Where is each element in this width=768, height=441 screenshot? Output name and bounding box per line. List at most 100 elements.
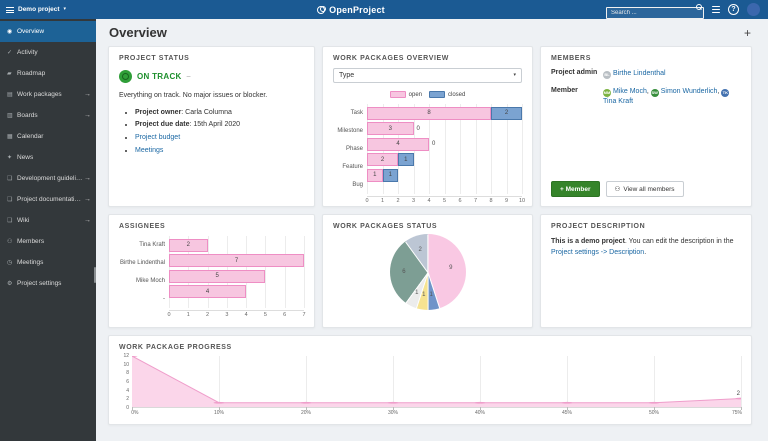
add-widget-button[interactable]: + xyxy=(743,25,751,40)
status-link[interactable]: Meetings xyxy=(135,146,164,154)
status-bullet: Project budget xyxy=(135,132,304,145)
description-title: PROJECT DESCRIPTION xyxy=(551,223,646,230)
legend-label: open xyxy=(408,91,422,98)
pie-value-label: 6 xyxy=(402,269,406,275)
member-names: MM Mike Moch, SW Simon Wunderlich, TKTina … xyxy=(603,87,730,105)
bullet-text: : 15th April 2020 xyxy=(189,121,241,129)
x-tick-label: 6 xyxy=(458,198,462,204)
x-tick-label: 5 xyxy=(442,198,447,204)
x-tick-label: 5 xyxy=(263,312,267,318)
sidebar-item-project-documentation[interactable]: ❏ Project documentati… → xyxy=(0,189,96,210)
bar-value-label: 8 xyxy=(427,110,431,116)
x-tick-label: 75% xyxy=(731,410,743,416)
submenu-arrow-icon[interactable]: → xyxy=(84,112,91,119)
submenu-arrow-icon[interactable]: → xyxy=(84,196,91,203)
description-suffix: . xyxy=(644,248,647,256)
y-tick-label: 10 xyxy=(123,361,129,368)
sidebar-item-members[interactable]: ⚇ Members xyxy=(0,231,96,252)
sidebar-item-label: Overview xyxy=(17,28,45,35)
bar-row: 4 xyxy=(169,285,304,298)
search-icon[interactable] xyxy=(696,3,702,10)
status-dropdown-icon[interactable]: – xyxy=(186,73,191,80)
member-link[interactable]: Mike Moch xyxy=(613,87,647,95)
x-tick-label: 30% xyxy=(387,410,399,416)
members-row: Member MM Mike Moch, SW Simon Wunderlich, T… xyxy=(551,87,741,108)
sidebar-item-development-guidelines[interactable]: ❏ Development guideli… → xyxy=(0,168,96,189)
status-link[interactable]: Project budget xyxy=(135,133,181,141)
y-tick-label: 12 xyxy=(123,353,129,359)
pie-value-label: 1 xyxy=(415,289,419,296)
sidebar-item-wiki[interactable]: ❏ Wiki → xyxy=(0,210,96,231)
members-buttons: + Member ⚇ View all members xyxy=(551,181,684,197)
legend-swatch xyxy=(429,91,445,98)
status-badge: ON TRACK xyxy=(137,72,182,81)
sidebar-menu: ◉ Overview ✓ Activity ▰ Roadmap ▤ Work packages… xyxy=(0,21,96,294)
sidebar-item-meetings[interactable]: ◷ Meetings xyxy=(0,252,96,273)
sidebar-item-activity[interactable]: ✓ Activity xyxy=(0,42,96,63)
submenu-arrow-icon[interactable]: → xyxy=(84,175,91,182)
sidebar-item-label: Development guideli… xyxy=(17,175,83,182)
x-tick-mark xyxy=(306,407,307,410)
submenu-arrow-icon[interactable]: → xyxy=(84,217,91,224)
member-link[interactable]: Tina Kraft xyxy=(603,98,634,105)
end-point-label: 2 xyxy=(736,391,740,398)
project-settings-link[interactable]: Project settings -> Description xyxy=(551,248,645,256)
sidebar-scrollbar[interactable] xyxy=(94,267,96,283)
submenu-arrow-icon[interactable]: → xyxy=(84,91,91,98)
sidebar-item-work-packages[interactable]: ▤ Work packages → xyxy=(0,84,96,105)
search-input[interactable] xyxy=(606,6,704,19)
hamburger-icon[interactable] xyxy=(6,6,14,13)
bar-segment: 2 xyxy=(491,106,522,120)
sidebar-item-label: Activity xyxy=(17,49,38,56)
work-packages-overview-card: WORK PACKAGES OVERVIEW Type ▾ open closed… xyxy=(322,46,533,207)
bar-segment: 5 xyxy=(169,269,266,283)
description-text: This is a demo project. You can edit the… xyxy=(551,237,741,259)
bullet-text: : Carla Columna xyxy=(181,108,232,116)
x-tick-label: 40% xyxy=(474,410,486,416)
chevron-down-icon: ▾ xyxy=(63,6,67,12)
sidebar-item-roadmap[interactable]: ▰ Roadmap xyxy=(0,63,96,84)
description-bold: This is a demo project xyxy=(551,238,625,245)
roadmap-icon: ▰ xyxy=(7,71,12,77)
member-link[interactable]: Birthe Lindenthal xyxy=(613,70,666,77)
x-tick-mark xyxy=(393,407,394,410)
y-tick-label: 0 xyxy=(126,405,129,411)
status-row: ON TRACK – xyxy=(119,70,304,83)
sidebar-item-calendar[interactable]: ▦ Calendar xyxy=(0,126,96,147)
member-link[interactable]: Simon Wunderlich xyxy=(660,87,718,95)
help-icon[interactable]: ? xyxy=(728,4,739,15)
avatar[interactable] xyxy=(747,3,760,16)
x-tick-label: 3 xyxy=(411,198,416,204)
gridline xyxy=(506,104,508,194)
gridline xyxy=(429,104,430,194)
sidebar: ◉ Overview ✓ Activity ▰ Roadmap ▤ Work packages… xyxy=(0,19,96,441)
app-header: Demo project ▾ OpenProject ? xyxy=(0,0,768,19)
sidebar-item-label: Meetings xyxy=(17,259,44,266)
logo-text: OpenProject xyxy=(329,4,385,15)
x-tick-mark xyxy=(132,407,133,410)
x-tick-label: 4 xyxy=(427,198,431,204)
development-guidelines-icon: ❏ xyxy=(7,176,13,182)
add-member-button[interactable]: + Member xyxy=(551,181,600,197)
gridline xyxy=(306,356,307,407)
legend-swatch xyxy=(389,91,406,98)
sidebar-item-project-settings[interactable]: ⚙ Project settings xyxy=(0,273,96,294)
x-tick-label: 9 xyxy=(504,198,509,204)
view-all-members-button[interactable]: ⚇ View all members xyxy=(605,181,684,197)
bar-segment: 4 xyxy=(367,137,429,151)
sidebar-item-label: Roadmap xyxy=(17,70,46,77)
app-logo[interactable]: OpenProject xyxy=(96,5,606,15)
sidebar-item-overview[interactable]: ◉ Overview xyxy=(0,21,96,42)
sidebar-item-label: Project documentati… xyxy=(17,196,81,203)
x-tick-label: 1 xyxy=(186,312,190,318)
project-selector[interactable]: Demo project ▾ xyxy=(0,6,96,13)
status-summary: Everything on track. No major issues or … xyxy=(119,92,268,99)
bar-segment: 3 xyxy=(367,122,414,135)
activity-icon: ✓ xyxy=(7,50,13,56)
modules-menu-icon[interactable] xyxy=(712,6,720,13)
bar-value-label: 0 xyxy=(432,141,436,147)
sidebar-item-news[interactable]: ✦ News xyxy=(0,147,96,168)
sidebar-item-boards[interactable]: ▥ Boards → xyxy=(0,105,96,126)
type-filter-select[interactable]: Type ▾ xyxy=(333,68,522,83)
